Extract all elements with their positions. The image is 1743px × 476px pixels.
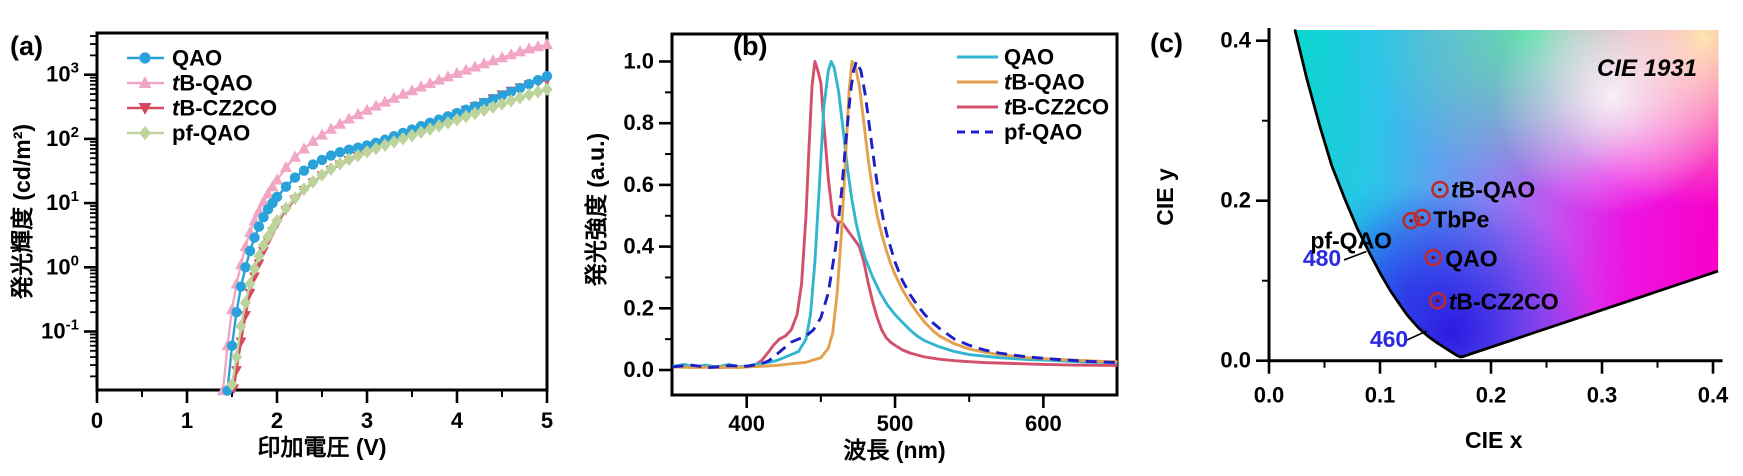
cie-marker-tB-QAO (1431, 180, 1449, 199)
legend-label-tB-QAO: tB-QAO (172, 71, 253, 96)
legend-label-b-pf-QAO: pf-QAO (1004, 120, 1082, 145)
panel-c-xlabel: CIE x (1465, 427, 1523, 453)
panel-b-ytick-label: 0.4 (623, 234, 654, 259)
cie-point-label-pf-QAO: pf-QAO (1310, 228, 1392, 254)
cie-point-tB-QAO: tB-QAO (1431, 177, 1535, 203)
panel-c-xtick-label: 0.4 (1698, 383, 1729, 408)
panel-b-xlabel: 波長 (nm) (843, 437, 945, 463)
panel-a-ytick-label: 101 (46, 188, 79, 215)
panel-a-xtick-label: 1 (181, 408, 193, 433)
cie-point-QAO: QAO (1424, 246, 1498, 272)
panel-c-ylabel: CIE y (1152, 168, 1178, 226)
legend-item-b-pf-QAO: pf-QAO (957, 120, 1082, 145)
panel-b-ytick-label: 0.2 (623, 295, 654, 320)
panel-a-xtick-label: 2 (271, 408, 283, 433)
panel-a-ytick-label: 102 (46, 124, 79, 151)
panel-c-xtick-label: 0.3 (1587, 383, 1618, 408)
legend-item-tB-QAO: tB-QAO (127, 71, 253, 96)
panel-b: 400 500 600 0.0 0.2 0.4 0.6 0.8 1.0 波長 (nm) 発光強度 (… (583, 31, 1119, 463)
legend-label-b-tB-CZ2CO: tB-CZ2CO (1004, 95, 1109, 120)
panel-a: 0 1 2 3 4 5 10-1 100 101 102 103 印加電圧 (V) 発光輝度 (cd/m… (9, 31, 553, 460)
cie-point-label-tB-QAO: tB-QAO (1451, 177, 1535, 203)
panel-a-letter: (a) (10, 31, 43, 61)
panel-b-xtick-label: 400 (728, 411, 765, 436)
panel-b-series-QAO (672, 60, 1118, 369)
panel-c-xtick-label: 0.0 (1254, 383, 1285, 408)
cie-wavelength-460: 460 (1370, 326, 1428, 352)
cie-point-label-TbPe: TbPe (1433, 207, 1489, 233)
panel-a-xtick-label: 3 (361, 408, 373, 433)
panel-c-xtick-label: 0.2 (1476, 383, 1507, 408)
panel-a-xtick-label: 4 (451, 408, 464, 433)
legend-item-b-tB-CZ2CO: tB-CZ2CO (957, 95, 1109, 120)
cie-1931-title: CIE 1931 (1597, 55, 1697, 82)
cie-wavelength-label-460: 460 (1370, 326, 1408, 352)
panel-b-ytick-label: 0.6 (623, 172, 654, 197)
cie-marker-QAO (1424, 248, 1443, 267)
panel-a-ylabel: 発光輝度 (cd/m²) (9, 124, 35, 300)
panel-b-letter: (b) (733, 31, 767, 61)
legend-label-tB-CZ2CO: tB-CZ2CO (172, 96, 277, 121)
panel-c-ytick-label: 0.0 (1220, 348, 1251, 373)
cie-point-TbPe: TbPe (1413, 207, 1489, 233)
legend-label-b-QAO: QAO (1004, 45, 1054, 70)
panel-b-xtick-label: 600 (1025, 411, 1062, 436)
panel-b-series-tB-QAO (672, 60, 1118, 369)
panel-a-series-pf-QAO (226, 82, 553, 392)
cie-marker-tB-CZ2CO (1428, 291, 1447, 310)
panel-b-ytick-label: 0.0 (623, 357, 654, 382)
panel-c-axes: 0.0 0.1 0.2 0.3 0.4 0.0 0.2 0.4 (1220, 28, 1729, 408)
panel-b-ytick-label: 0.8 (623, 110, 654, 135)
panel-c-ytick-label: 0.2 (1220, 188, 1251, 213)
legend-item-b-QAO: QAO (957, 45, 1054, 70)
legend-item-tB-CZ2CO: tB-CZ2CO (127, 96, 277, 121)
panel-a-xlabel: 印加電圧 (V) (257, 434, 386, 460)
legend-label-pf-QAO: pf-QAO (172, 121, 250, 146)
cie-wavelength-480: 480 (1303, 245, 1367, 271)
cie-marker-TbPe (1413, 208, 1431, 227)
panel-a-axes: 0 1 2 3 4 5 10-1 100 101 102 103 (41, 35, 553, 433)
panel-b-xtick-label: 500 (877, 411, 914, 436)
cie-point-tB-CZ2CO: tB-CZ2CO (1428, 289, 1559, 315)
legend-item-b-tB-QAO: tB-QAO (957, 70, 1085, 95)
panel-b-series-tB-CZ2CO (672, 60, 1118, 369)
panel-a-ytick-label: 100 (46, 252, 79, 279)
panel-c-xtick-label: 0.1 (1365, 383, 1396, 408)
legend-label-QAO: QAO (172, 46, 222, 71)
panel-a-xtick-label: 5 (541, 408, 553, 433)
panel-a-series-QAO (222, 70, 553, 396)
cie-wavelength-label-480: 480 (1303, 245, 1341, 271)
cie-point-label-QAO: QAO (1445, 246, 1497, 272)
panel-c-letter: (c) (1150, 28, 1183, 58)
panel-b-axes: 400 500 600 0.0 0.2 0.4 0.6 0.8 1.0 (623, 49, 1061, 437)
cie-spectral-locus (1293, 29, 1719, 359)
panel-a-xtick-label: 0 (91, 408, 103, 433)
legend-item-pf-QAO: pf-QAO (127, 121, 250, 146)
legend-label-b-tB-QAO: tB-QAO (1004, 70, 1085, 95)
panel-a-ytick-label: 10-1 (41, 317, 79, 344)
cie-marker-pf-QAO (1402, 211, 1420, 230)
panel-b-series-pf-QAO (672, 60, 1118, 369)
cie-point-label-tB-CZ2CO: tB-CZ2CO (1449, 289, 1559, 315)
panel-a-ytick-label: 103 (46, 60, 79, 87)
panel-b-ylabel: 発光強度 (a.u.) (583, 133, 609, 287)
panel-b-ytick-label: 1.0 (623, 49, 654, 74)
panel-c-ytick-label: 0.4 (1220, 28, 1251, 53)
cie-point-pf-QAO: pf-QAO (1310, 211, 1420, 254)
legend-item-QAO: QAO (127, 46, 222, 71)
